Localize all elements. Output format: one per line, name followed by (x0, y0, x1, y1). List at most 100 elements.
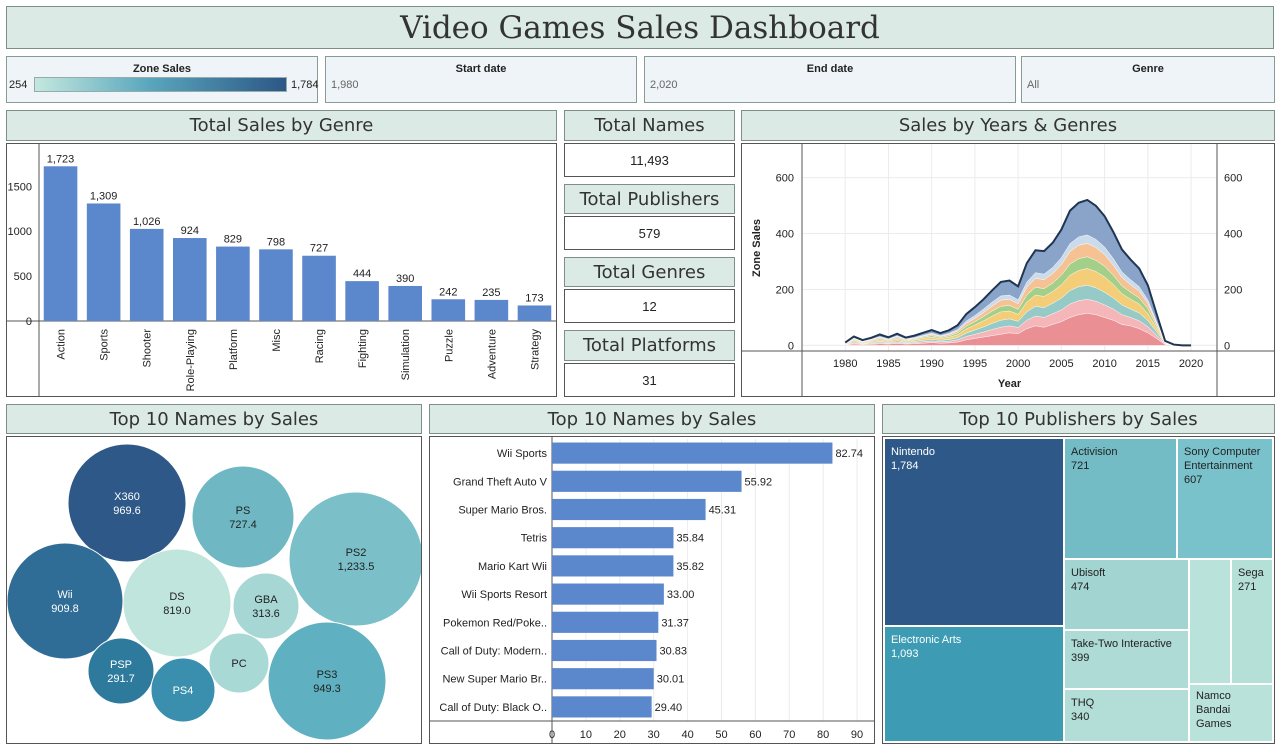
bubble-ds (122, 548, 232, 658)
bubble-value-x360: 969.6 (113, 505, 141, 517)
years-ytick-left-label: 400 (776, 229, 794, 241)
bubble-value-psp: 291.7 (107, 673, 135, 685)
treemap-nintendo[interactable]: Nintendo 1,784 (885, 439, 1065, 627)
years-total-line (844, 198, 1192, 347)
years-x-axis-title: Year (998, 378, 1022, 390)
treemap-thq-value: 340 (1071, 711, 1090, 723)
kpi-value-genres: 12 (564, 289, 735, 323)
kpi-label-platforms: Total Platforms (582, 335, 717, 356)
genre-category-label-misc: Misc (271, 329, 283, 352)
treemap-blank[interactable] (1190, 560, 1232, 685)
bubble-psp (87, 637, 155, 705)
treemap-take-two-name: Take-Two Interactive (1071, 638, 1172, 650)
names-value-label-grand-theft-auto-v: 55.92 (745, 476, 773, 488)
kpi-label-names: Total Names (594, 115, 705, 136)
zone-sales-gradient[interactable] (34, 77, 287, 92)
years-xtick-label: 2005 (1049, 358, 1073, 370)
kpi-label-publishers: Total Publishers (579, 188, 720, 210)
names-bar-wii-sports-resort (552, 583, 664, 605)
names-value-label-wii-sports: 82.74 (835, 448, 863, 460)
names-bar-tetris (552, 527, 674, 549)
publishers-panel-title: Top 10 Publishers by Sales (959, 408, 1198, 430)
genre-category-label-platform: Platform (228, 329, 240, 370)
genre-category-label-sports: Sports (99, 329, 111, 361)
genre-value: All (1027, 79, 1040, 91)
genre-bar-chart: 0 500 1000 1500 1,723 Action 1,309 Sports 1,026 S… (7, 144, 556, 396)
end-date-filter[interactable]: End date 2,020 (644, 56, 1016, 103)
kpi-value-names-text: 11,493 (630, 152, 669, 168)
genre-ytick-label: 500 (14, 271, 32, 283)
zone-sales-filter[interactable]: Zone Sales 254 1,784 (6, 56, 319, 103)
genre-value-label-platform: 829 (224, 234, 242, 246)
genre-category-label-puzzle: Puzzle (443, 329, 455, 362)
kpi-header-genres: Total Genres (564, 257, 735, 287)
genre-value-label-strategy: 173 (525, 292, 543, 304)
genre-panel-header: Total Sales by Genre (6, 110, 557, 141)
names-category-label-wii-sports-resort: Wii Sports Resort (461, 589, 547, 601)
bubble-label-ps3: PS3 (317, 669, 338, 681)
genre-filter[interactable]: Genre All (1021, 56, 1275, 103)
years-xtick-label: 1985 (876, 358, 900, 370)
genre-category-label-racing: Racing (314, 329, 326, 363)
genre-value-label-sports: 1,309 (90, 190, 118, 202)
names-bar-super-mario-bros (552, 498, 706, 521)
bubble-pc (208, 632, 270, 694)
names-bar-wii-sports (552, 442, 833, 464)
bubble-label-x360: X360 (114, 491, 140, 503)
treemap-ubisoft[interactable]: Ubisoft 474 (1065, 560, 1190, 631)
treemap-sega-name: Sega (1238, 567, 1264, 579)
zone-sales-min: 254 (9, 79, 28, 91)
years-xtick-label: 2000 (1006, 358, 1030, 370)
years-chart-box: 0 0 200 200 400 400 600 600 1980 1985 1990 1995 2000… (741, 143, 1275, 397)
treemap-sony-value: 607 (1184, 474, 1203, 486)
names-xtick-label: 10 (580, 729, 592, 741)
years-xtick-label: 2015 (1136, 358, 1160, 370)
bubble-value-ps: 727.4 (229, 519, 257, 531)
years-xtick-label: 2010 (1092, 358, 1116, 370)
genre-ytick-label: 0 (26, 316, 32, 328)
genre-bar-adventure (474, 299, 509, 321)
treemap-box: Nintendo 1,784 Electronic Arts 1,093 Act… (882, 436, 1275, 744)
years-panel-title: Sales by Years & Genres (898, 115, 1118, 136)
names-category-label-mario-kart-wii: Mario Kart Wii (478, 561, 547, 573)
treemap-ea-value: 1,093 (891, 648, 919, 660)
names-bar-call-of-duty-modern (552, 639, 657, 662)
years-panel-header: Sales by Years & Genres (741, 110, 1275, 141)
treemap-activision[interactable]: Activision 721 (1065, 439, 1178, 560)
treemap-electronic-arts[interactable]: Electronic Arts 1,093 (885, 627, 1065, 743)
genre-category-label-shooter: Shooter (142, 329, 154, 368)
treemap-nintendo-name: Nintendo (891, 446, 936, 458)
genre-bar-puzzle (431, 299, 466, 321)
treemap-sony[interactable]: Sony Computer Entertainment 607 (1178, 439, 1274, 560)
platform-bubble-chart: X360 969.6 PS 727.4 PS2 1,233.5 Wii 909.8 DS 819.… (7, 443, 421, 741)
genre-chart-box: 0 500 1000 1500 1,723 Action 1,309 Sports 1,026 S… (6, 143, 557, 397)
names-panel-header: Top 10 Names by Sales (429, 404, 875, 434)
names-bar-chart: Wii Sports 82.74 Grand Theft Auto V 55.92 Su… (430, 437, 874, 743)
years-ytick-right-label: 200 (1224, 284, 1242, 296)
genre-bar-simulation (388, 285, 423, 321)
treemap-sega[interactable]: Sega 271 (1232, 560, 1274, 685)
treemap-take-two-value: 399 (1071, 652, 1090, 664)
treemap-thq[interactable]: THQ 340 (1065, 690, 1190, 743)
years-ytick-left-label: 200 (776, 284, 794, 296)
bubble-x360 (67, 443, 187, 563)
names-xtick-label: 40 (681, 729, 693, 741)
names-category-label-pokemon-red-poke: Pokemon Red/Poke.. (443, 617, 547, 629)
genre-category-label-role-playing: Role-Playing (185, 329, 197, 391)
bubble-label-ps: PS (236, 505, 251, 517)
start-date-filter[interactable]: Start date 1,980 (325, 56, 637, 103)
genre-value-label-adventure: 235 (482, 287, 500, 299)
genre-value-label-puzzle: 242 (439, 286, 457, 298)
bubble-value-ps3: 949.3 (313, 683, 341, 695)
kpi-label-genres: Total Genres (593, 261, 706, 283)
treemap-namco[interactable]: Namco Bandai Games (1190, 685, 1274, 743)
treemap-take-two[interactable]: Take-Two Interactive 399 (1065, 631, 1190, 690)
bubble-panel-header: Top 10 Names by Sales (6, 404, 422, 434)
genre-label: Genre (1132, 63, 1164, 75)
treemap-activision-value: 721 (1071, 460, 1090, 472)
bubble-ps2 (288, 491, 421, 627)
names-xtick-label: 20 (614, 729, 626, 741)
kpi-value-publishers: 579 (564, 216, 735, 250)
genre-category-label-action: Action (56, 329, 68, 360)
start-date-label: Start date (455, 63, 507, 75)
